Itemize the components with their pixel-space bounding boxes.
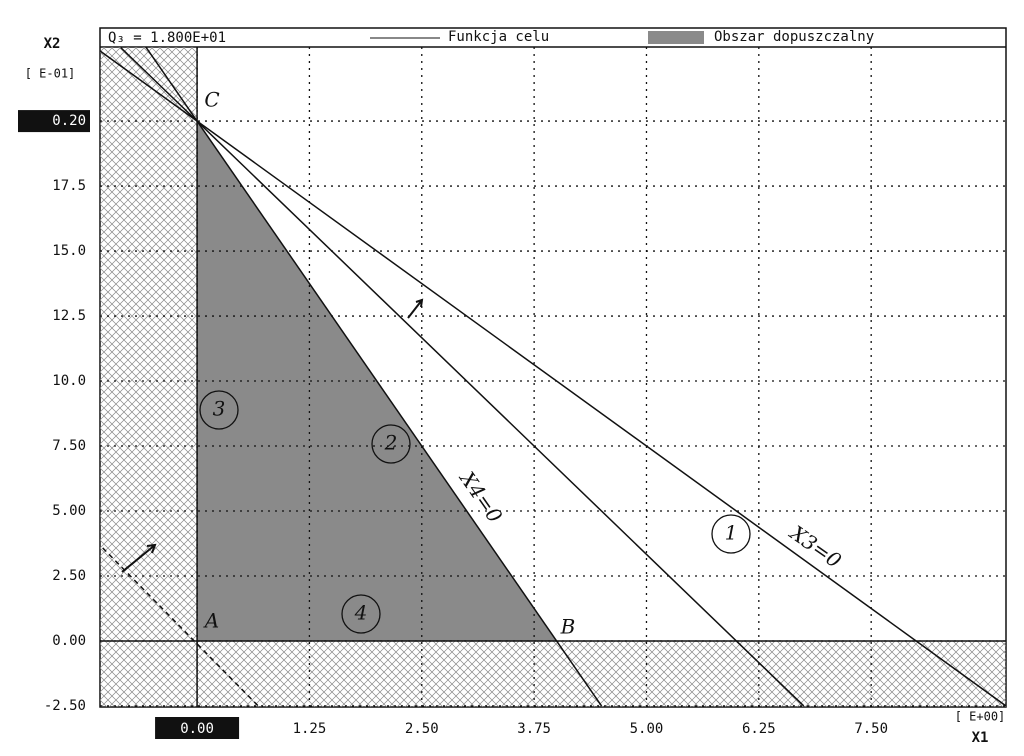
y-tick-label: 0.20 bbox=[52, 113, 86, 129]
chart-title: Q₃ = 1.800E+01 bbox=[108, 30, 226, 46]
constraint-line bbox=[102, 547, 259, 707]
y-tick-label: 17.5 bbox=[52, 178, 86, 194]
constraint-line bbox=[144, 47, 603, 707]
x-tick-label: 7.50 bbox=[854, 721, 888, 737]
annotation: 4 bbox=[354, 601, 368, 625]
y-tick-label: -2.50 bbox=[44, 698, 86, 714]
y-tick-label: 10.0 bbox=[52, 373, 86, 389]
constraint-line bbox=[120, 47, 805, 707]
arrow bbox=[121, 543, 157, 573]
y-axis-unit: [ E-01] bbox=[25, 67, 76, 81]
annotation-circle bbox=[341, 594, 381, 634]
arrow bbox=[407, 298, 424, 319]
tick-highlight bbox=[155, 717, 240, 739]
annotation: B bbox=[560, 615, 576, 639]
y-axis-label: X2 bbox=[44, 36, 61, 52]
y-tick-label: 12.5 bbox=[52, 308, 86, 324]
x-axis-label: X1 bbox=[972, 730, 989, 746]
annotation-circle bbox=[371, 424, 411, 464]
x-axis-unit: [ E+00] bbox=[955, 710, 1006, 724]
y-tick-label: 7.50 bbox=[52, 438, 86, 454]
hatch-bottom bbox=[197, 640, 1006, 707]
annotation: X3=0 bbox=[784, 520, 846, 573]
x-tick-label: 0.00 bbox=[180, 721, 214, 737]
annotation: C bbox=[204, 88, 219, 112]
x-tick-label: 1.25 bbox=[293, 721, 327, 737]
annotation: 2 bbox=[384, 431, 398, 455]
x-tick-label: 5.00 bbox=[630, 721, 664, 737]
annotation: A bbox=[203, 609, 219, 633]
x-tick-label: 6.25 bbox=[742, 721, 776, 737]
annotation: 3 bbox=[213, 397, 226, 421]
plot-area bbox=[100, 47, 1006, 707]
legend-swatch bbox=[648, 31, 704, 44]
hatch-left bbox=[100, 47, 198, 707]
y-tick-label: 5.00 bbox=[52, 503, 86, 519]
x-tick-label: 2.50 bbox=[405, 721, 439, 737]
y-tick-label: 0.00 bbox=[52, 633, 86, 649]
y-tick-label: 15.0 bbox=[52, 243, 86, 259]
legend-label: Obszar dopuszczalny bbox=[714, 29, 874, 45]
x-tick-label: 3.75 bbox=[517, 721, 551, 737]
constraint-line bbox=[100, 50, 1006, 707]
annotation: 1 bbox=[725, 521, 738, 545]
tick-highlight bbox=[18, 110, 90, 133]
annotation-circle bbox=[711, 514, 751, 554]
legend-label: Funkcja celu bbox=[448, 29, 549, 45]
annotation-circle bbox=[199, 390, 239, 430]
y-tick-label: 2.50 bbox=[52, 568, 86, 584]
